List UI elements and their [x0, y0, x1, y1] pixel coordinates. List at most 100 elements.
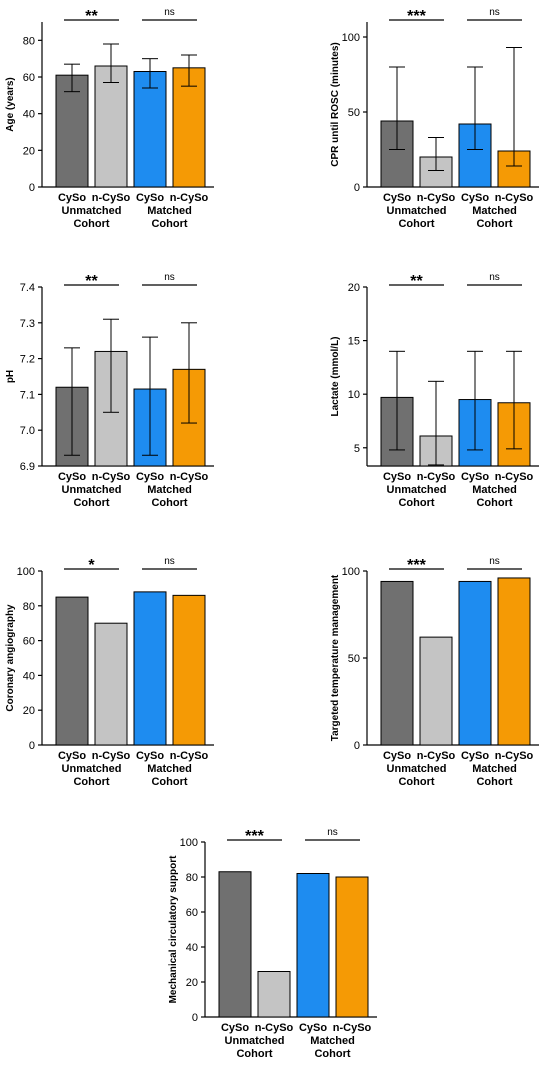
- group-label: Unmatched Cohort: [62, 763, 122, 788]
- y-tick-label: 0: [354, 182, 360, 194]
- x-category-label: n-CySo: [495, 471, 534, 483]
- y-tick-label: 7.0: [20, 425, 35, 437]
- group-label: Matched Cohort: [147, 484, 192, 509]
- bar-n-cyso-matched: [172, 67, 206, 188]
- y-tick-label: 20: [186, 977, 198, 989]
- y-axis-title: pH: [5, 370, 16, 383]
- panel-5: Coronary angiography 0 20 40 60 80 100 CySo n-Cy…: [5, 556, 214, 788]
- group-label: Matched Cohort: [472, 205, 517, 230]
- y-tick-label: 20: [348, 282, 360, 294]
- panel-4: Lactate (mmol/L) 5 10 15 20 CySo n-CySo CySo n-C…: [330, 272, 539, 509]
- bar-cyso-unmatched: [380, 580, 414, 746]
- x-category-label: CySo: [221, 1022, 249, 1034]
- y-tick-label: 7.4: [20, 282, 35, 294]
- significance-label: ***: [407, 8, 426, 25]
- x-category-label: n-CySo: [92, 750, 131, 762]
- y-tick-label: 0: [29, 740, 35, 752]
- x-category-label: n-CySo: [417, 471, 456, 483]
- y-tick-label: 80: [186, 872, 198, 884]
- y-tick-label: 60: [23, 636, 35, 648]
- bar-n-cyso-matched: [497, 577, 531, 746]
- y-tick-label: 20: [23, 705, 35, 717]
- y-tick-label: 80: [23, 601, 35, 613]
- significance-label: **: [410, 273, 423, 290]
- group-label: Matched Cohort: [472, 763, 517, 788]
- x-category-label: CySo: [58, 750, 86, 762]
- x-category-label: CySo: [383, 750, 411, 762]
- panel-3: pH 6.9 7.0 7.1 7.2 7.3 7.4 CySo n-CySo CySo n-CySo…: [5, 272, 214, 509]
- y-axis-title: Coronary angiography: [5, 604, 16, 712]
- y-tick-label: 6.9: [20, 461, 35, 473]
- y-tick-label: 7.3: [20, 318, 35, 330]
- bar-cyso-matched: [296, 873, 330, 1018]
- x-category-label: n-CySo: [92, 192, 131, 204]
- x-category-label: n-CySo: [170, 471, 209, 483]
- x-category-label: CySo: [58, 192, 86, 204]
- bar-cyso-matched: [133, 591, 167, 746]
- significance-label: ns: [327, 827, 338, 838]
- bar-n-cyso-matched: [172, 594, 206, 746]
- group-label: Matched Cohort: [472, 484, 517, 509]
- y-tick-label: 40: [186, 942, 198, 954]
- y-tick-label: 7.2: [20, 354, 35, 366]
- bar-cyso-unmatched: [218, 871, 252, 1018]
- bar-cyso-matched: [133, 71, 167, 188]
- bar-cyso-matched: [458, 580, 492, 746]
- y-tick-label: 40: [23, 109, 35, 121]
- x-category-label: n-CySo: [417, 750, 456, 762]
- y-tick-label: 0: [29, 182, 35, 194]
- x-category-label: n-CySo: [255, 1022, 294, 1034]
- group-label: Unmatched Cohort: [62, 484, 122, 509]
- y-tick-label: 80: [23, 35, 35, 47]
- x-category-label: CySo: [383, 192, 411, 204]
- significance-label: ns: [164, 556, 175, 567]
- x-category-label: CySo: [461, 192, 489, 204]
- y-tick-label: 100: [342, 32, 360, 44]
- x-category-label: n-CySo: [417, 192, 456, 204]
- y-tick-label: 50: [348, 107, 360, 119]
- y-tick-label: 50: [348, 653, 360, 665]
- y-tick-label: 40: [23, 670, 35, 682]
- significance-label: **: [85, 8, 98, 25]
- x-category-label: n-CySo: [170, 750, 209, 762]
- significance-label: ns: [164, 272, 175, 283]
- x-category-label: n-CySo: [495, 192, 534, 204]
- panel-7: Mechanical circulatory support 0 20 40 60 80 1…: [168, 827, 377, 1060]
- significance-label: ***: [245, 828, 264, 845]
- group-label: Matched Cohort: [147, 763, 192, 788]
- y-tick-label: 7.1: [20, 389, 35, 401]
- y-tick-label: 10: [348, 389, 360, 401]
- bar-n-cyso-matched: [497, 150, 531, 188]
- group-label: Matched Cohort: [147, 205, 192, 230]
- x-category-label: n-CySo: [495, 750, 534, 762]
- significance-label: ns: [489, 556, 500, 567]
- x-category-label: CySo: [299, 1022, 327, 1034]
- x-category-label: n-CySo: [92, 471, 131, 483]
- group-label: Unmatched Cohort: [225, 1035, 285, 1060]
- x-category-label: CySo: [461, 750, 489, 762]
- x-category-label: CySo: [58, 471, 86, 483]
- y-tick-label: 15: [348, 336, 360, 348]
- y-tick-label: 60: [186, 907, 198, 919]
- x-category-label: n-CySo: [333, 1022, 372, 1034]
- bar-n-cyso-unmatched: [94, 65, 128, 188]
- bar-cyso-unmatched: [55, 596, 89, 746]
- x-category-label: CySo: [383, 471, 411, 483]
- y-tick-label: 60: [23, 72, 35, 84]
- bar-n-cyso-unmatched: [419, 636, 453, 746]
- bar-n-cyso-unmatched: [257, 971, 291, 1018]
- x-category-label: n-CySo: [170, 192, 209, 204]
- y-tick-label: 0: [354, 740, 360, 752]
- group-label: Unmatched Cohort: [62, 205, 122, 230]
- group-label: Unmatched Cohort: [387, 205, 447, 230]
- bar-n-cyso-matched: [335, 876, 369, 1018]
- group-label: Unmatched Cohort: [387, 484, 447, 509]
- bar-n-cyso-unmatched: [94, 622, 128, 746]
- y-tick-label: 100: [17, 566, 35, 578]
- bar-cyso-unmatched: [380, 120, 414, 188]
- significance-label: ns: [489, 7, 500, 18]
- significance-label: *: [88, 557, 95, 574]
- panel-1: Age (years) 0 20 40 60 80 CySo n-CySo CySo n-CySo…: [5, 7, 214, 230]
- y-tick-label: 20: [23, 145, 35, 157]
- group-label: Matched Cohort: [310, 1035, 355, 1060]
